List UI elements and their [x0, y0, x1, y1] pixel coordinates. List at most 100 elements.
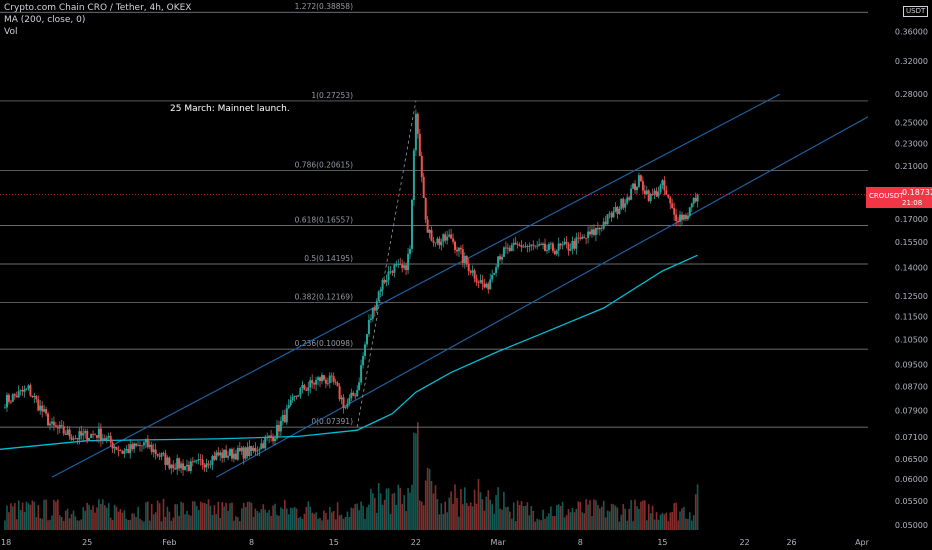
- volume-bar: [503, 491, 505, 530]
- candle-body: [277, 425, 280, 432]
- volume-bar: [268, 510, 270, 530]
- candle-body: [393, 264, 396, 273]
- candle-body: [64, 433, 67, 435]
- candle-body: [485, 283, 488, 288]
- volume-bar: [47, 520, 49, 530]
- volume-bar: [440, 503, 443, 530]
- candle-body: [334, 381, 337, 383]
- volume-bar: [538, 519, 540, 530]
- volume-bar: [376, 512, 378, 530]
- y-tick-label: 0.32000: [895, 57, 928, 66]
- volume-bar: [188, 514, 190, 530]
- candle-body: [414, 113, 417, 151]
- candle-body: [526, 246, 529, 247]
- x-tick-label: 18: [1, 538, 11, 547]
- candle-body: [692, 197, 695, 204]
- candle-body: [215, 452, 218, 460]
- volume-bar: [534, 521, 536, 530]
- volume-bar: [33, 501, 36, 530]
- volume-bar: [100, 503, 102, 530]
- volume-bar: [366, 507, 368, 530]
- volume-bar: [280, 507, 282, 530]
- candle-body: [667, 194, 670, 198]
- legend-ma[interactable]: MA (200, close, 0): [4, 15, 86, 25]
- volume-bar: [319, 518, 321, 530]
- candle-body: [671, 203, 674, 208]
- candle-body: [96, 435, 98, 438]
- candle-body: [197, 459, 200, 461]
- candle-body: [15, 395, 18, 398]
- y-axis-background: [868, 0, 932, 550]
- volume-bar: [109, 517, 112, 530]
- volume-bar: [616, 507, 619, 530]
- candle-body: [133, 443, 136, 450]
- volume-bar: [499, 508, 501, 530]
- candle-body: [189, 461, 192, 471]
- candle-body: [373, 307, 376, 311]
- volume-bar: [514, 521, 517, 530]
- candle-body: [213, 455, 216, 460]
- volume-bar: [287, 514, 290, 530]
- candle-body: [319, 377, 321, 382]
- candle-body: [287, 405, 290, 409]
- volume-bar: [127, 520, 130, 530]
- volume-bar: [10, 503, 12, 530]
- currency-unit-label: USDT: [903, 6, 929, 17]
- volume-bar: [76, 520, 79, 530]
- volume-bar: [467, 506, 470, 530]
- candle-body: [51, 421, 53, 424]
- volume-bar: [68, 518, 71, 530]
- candle-body: [219, 452, 222, 456]
- candle-body: [340, 397, 343, 400]
- candle-body: [553, 250, 556, 255]
- legend-vol[interactable]: Vol: [4, 27, 18, 37]
- volume-bar: [364, 518, 366, 530]
- candle-body: [467, 263, 470, 272]
- candle-body: [80, 431, 83, 436]
- candle-body: [354, 395, 357, 397]
- candle-body: [383, 280, 386, 283]
- volume-bar: [436, 499, 439, 530]
- volume-bar: [432, 493, 435, 530]
- candle-body: [66, 429, 69, 435]
- volume-bar: [241, 508, 243, 530]
- candle-body: [221, 452, 224, 458]
- volume-bar: [201, 502, 204, 530]
- x-axis[interactable]: 18 25 Feb 8 15 22 Mar 8 15 22 26 Apr: [1, 538, 870, 547]
- price-tag-value: 0.18732: [902, 188, 932, 197]
- volume-bar: [442, 514, 445, 530]
- candle-body: [328, 375, 331, 383]
- fib-level-label: 0.618(0.16557): [295, 215, 353, 224]
- volume-bar: [346, 511, 349, 530]
- y-axis[interactable]: 0.36000 0.32000 0.28000 0.25000 0.23000 0.210…: [868, 0, 932, 550]
- candle-body: [483, 283, 486, 288]
- candle-body: [234, 453, 237, 460]
- volume-bar: [661, 513, 664, 530]
- candle-body: [420, 156, 423, 177]
- candle-body: [628, 197, 631, 200]
- candle-body: [649, 193, 652, 202]
- candle-body: [164, 453, 167, 465]
- volume-bar: [659, 514, 662, 530]
- legend-title[interactable]: Crypto.com Chain CRO / Tether, 4h, OKEX: [4, 3, 192, 13]
- candle-body: [681, 214, 683, 220]
- volume-bar: [563, 517, 566, 530]
- candle-body: [199, 459, 202, 460]
- volume-bar: [12, 506, 14, 530]
- volume-bar: [154, 512, 157, 530]
- volume-bar: [227, 510, 229, 530]
- candle-body: [407, 253, 410, 271]
- candle-body: [677, 221, 680, 222]
- volume-bar: [419, 500, 421, 530]
- candle-body: [624, 203, 627, 208]
- candle-body: [389, 271, 392, 273]
- volume-bar: [638, 508, 640, 530]
- candle-body: [377, 291, 380, 301]
- candle-body: [25, 388, 28, 390]
- volume-bar: [233, 520, 235, 530]
- mainnet-annotation[interactable]: 25 March: Mainnet launch.: [170, 104, 290, 114]
- candle-body: [626, 197, 629, 204]
- volume-bar: [17, 500, 20, 530]
